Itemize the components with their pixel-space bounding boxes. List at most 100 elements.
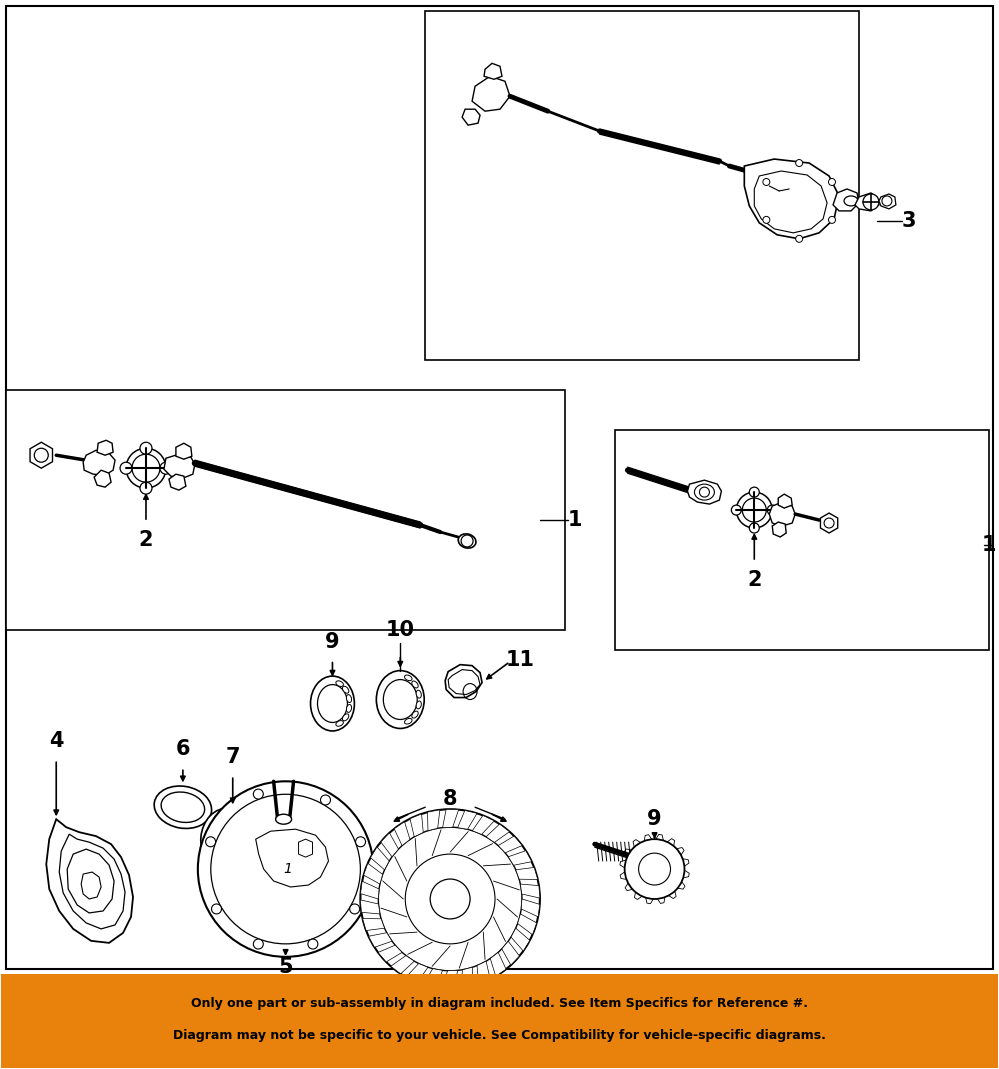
Polygon shape xyxy=(94,470,111,487)
Circle shape xyxy=(140,482,152,494)
Polygon shape xyxy=(463,109,481,125)
Polygon shape xyxy=(772,522,786,537)
Ellipse shape xyxy=(227,861,235,867)
Circle shape xyxy=(699,487,709,497)
Polygon shape xyxy=(644,835,653,843)
Polygon shape xyxy=(381,833,399,856)
Text: 2: 2 xyxy=(747,570,761,590)
Polygon shape xyxy=(378,945,402,962)
Text: 2: 2 xyxy=(139,530,153,549)
Ellipse shape xyxy=(336,681,344,686)
Circle shape xyxy=(160,462,172,475)
Polygon shape xyxy=(30,443,53,468)
Bar xyxy=(614,431,989,650)
Circle shape xyxy=(140,443,152,454)
Polygon shape xyxy=(446,665,483,698)
Text: 10: 10 xyxy=(386,620,415,639)
Polygon shape xyxy=(369,932,392,947)
Polygon shape xyxy=(176,444,192,460)
Polygon shape xyxy=(478,961,491,985)
Circle shape xyxy=(206,837,216,847)
Polygon shape xyxy=(487,824,509,842)
Text: Only one part or sub-assembly in diagram included. See Item Specifics for Refere: Only one part or sub-assembly in diagram… xyxy=(191,997,807,1010)
Polygon shape xyxy=(443,809,459,827)
Polygon shape xyxy=(361,900,380,914)
Ellipse shape xyxy=(417,691,422,698)
Circle shape xyxy=(882,196,892,206)
Text: 8: 8 xyxy=(443,789,458,809)
Circle shape xyxy=(731,505,741,515)
Polygon shape xyxy=(620,859,628,869)
Circle shape xyxy=(462,534,474,547)
Ellipse shape xyxy=(417,701,422,709)
Bar xyxy=(1,974,998,1068)
Polygon shape xyxy=(675,880,685,889)
Circle shape xyxy=(749,523,759,533)
Ellipse shape xyxy=(343,686,349,693)
Ellipse shape xyxy=(377,670,425,728)
Ellipse shape xyxy=(235,855,242,864)
Polygon shape xyxy=(461,967,473,988)
Polygon shape xyxy=(665,839,674,849)
Polygon shape xyxy=(410,814,424,837)
Ellipse shape xyxy=(405,675,412,681)
Polygon shape xyxy=(515,867,537,880)
Text: 1: 1 xyxy=(567,510,582,530)
Polygon shape xyxy=(520,884,539,898)
Polygon shape xyxy=(654,835,664,842)
Circle shape xyxy=(254,789,264,800)
Polygon shape xyxy=(778,494,792,508)
Polygon shape xyxy=(511,928,529,951)
Ellipse shape xyxy=(311,676,355,731)
Polygon shape xyxy=(656,895,665,903)
Circle shape xyxy=(824,518,834,528)
Circle shape xyxy=(308,939,318,949)
Polygon shape xyxy=(508,851,531,865)
Ellipse shape xyxy=(154,786,212,828)
Ellipse shape xyxy=(347,695,352,702)
Polygon shape xyxy=(97,440,113,455)
Polygon shape xyxy=(406,963,428,982)
Bar xyxy=(6,390,564,630)
Text: 1: 1 xyxy=(283,862,292,877)
Text: 11: 11 xyxy=(505,650,534,669)
Circle shape xyxy=(120,462,132,475)
Circle shape xyxy=(361,809,539,989)
Polygon shape xyxy=(820,513,838,533)
Circle shape xyxy=(126,448,166,489)
Text: 9: 9 xyxy=(325,632,340,652)
Ellipse shape xyxy=(237,818,245,825)
Circle shape xyxy=(198,781,374,957)
Circle shape xyxy=(795,159,802,167)
Polygon shape xyxy=(634,889,644,899)
Polygon shape xyxy=(769,502,795,526)
Polygon shape xyxy=(879,193,896,208)
Polygon shape xyxy=(744,159,839,238)
Polygon shape xyxy=(473,816,495,835)
Ellipse shape xyxy=(161,792,205,822)
Polygon shape xyxy=(491,952,506,976)
Polygon shape xyxy=(833,189,859,211)
Ellipse shape xyxy=(336,721,344,726)
Polygon shape xyxy=(424,969,443,988)
Circle shape xyxy=(321,795,331,805)
Polygon shape xyxy=(501,941,519,965)
Polygon shape xyxy=(674,848,684,857)
Polygon shape xyxy=(855,192,879,211)
Polygon shape xyxy=(442,971,458,989)
Polygon shape xyxy=(458,810,478,830)
Ellipse shape xyxy=(412,681,419,688)
Circle shape xyxy=(749,487,759,497)
Circle shape xyxy=(34,448,48,462)
Polygon shape xyxy=(666,888,676,899)
Polygon shape xyxy=(363,918,385,930)
Circle shape xyxy=(736,492,772,528)
Circle shape xyxy=(624,839,684,899)
Text: 6: 6 xyxy=(176,740,190,759)
Circle shape xyxy=(767,505,777,515)
Polygon shape xyxy=(681,869,689,879)
Text: Diagram may not be specific to your vehicle. See Compatibility for vehicle-speci: Diagram may not be specific to your vehi… xyxy=(173,1029,825,1042)
Polygon shape xyxy=(395,822,410,846)
Polygon shape xyxy=(169,475,186,490)
Ellipse shape xyxy=(201,808,251,870)
